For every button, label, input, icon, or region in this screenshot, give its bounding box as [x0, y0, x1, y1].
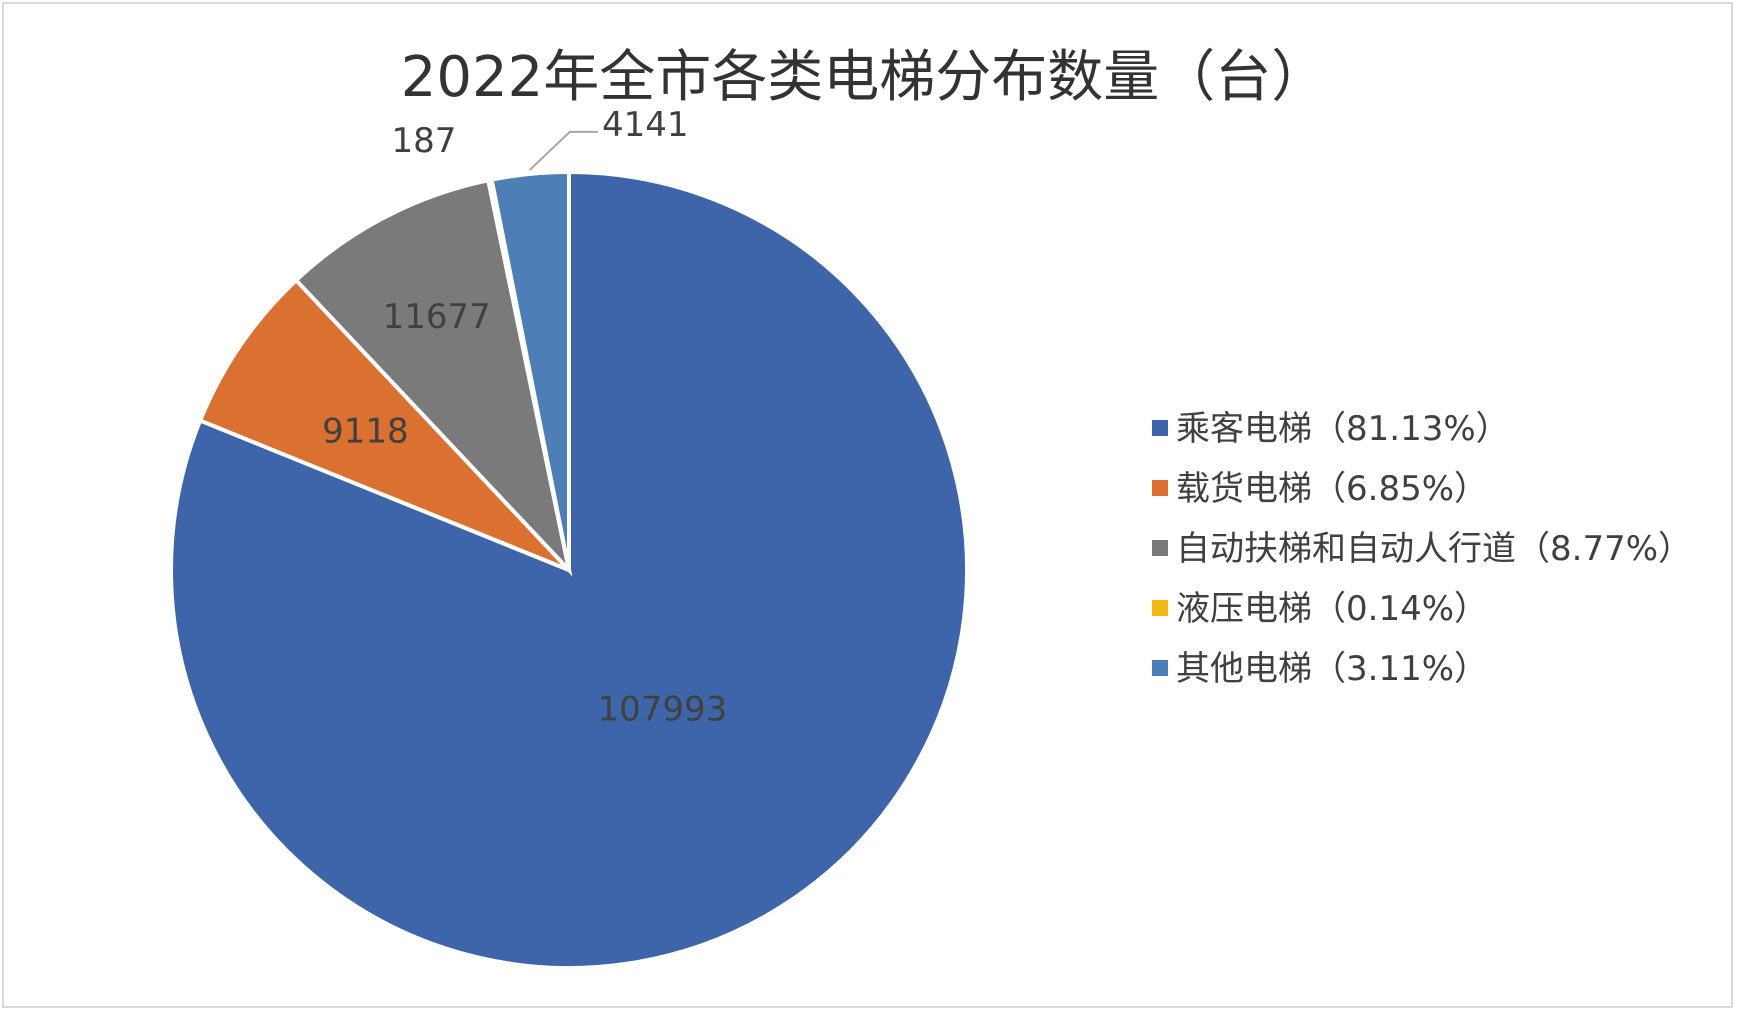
data-label-4: 187 [392, 121, 457, 161]
pie-slice-5 [489, 169, 571, 571]
legend-swatch-1 [1152, 420, 1168, 436]
data-label-2: 9118 [322, 412, 409, 452]
chart-title: 2022年全市各类电梯分布数量（台） [401, 45, 1328, 110]
legend-swatch-2 [1152, 480, 1168, 496]
legend-swatch-4 [1152, 600, 1168, 616]
data-label-3: 11677 [383, 297, 491, 337]
legend-swatch-5 [1152, 660, 1168, 676]
pie-slice-3 [293, 177, 573, 577]
legend: 乘客电梯（81.13%） 载货电梯（6.85%） 自动扶梯和自动人行道（8.77%）… [1152, 409, 1692, 689]
data-labels: 107993 9118 11677 187 4141 [322, 105, 727, 730]
legend-label-2: 载货电梯（6.85%） [1176, 469, 1488, 509]
data-label-1: 107993 [598, 690, 728, 730]
legend-label-5: 其他电梯（3.11%） [1176, 649, 1488, 689]
legend-label-3: 自动扶梯和自动人行道（8.77%） [1176, 529, 1692, 569]
pie-chart: 2022年全市各类电梯分布数量（台） 107993 9118 11677 187 414… [169, 45, 1692, 970]
leader-line-5 [529, 130, 598, 171]
legend-swatch-3 [1152, 540, 1168, 556]
pie-slice-2 [197, 277, 571, 572]
data-label-5: 4141 [602, 105, 689, 145]
legend-label-4: 液压电梯（0.14%） [1176, 589, 1488, 629]
legend-label-1: 乘客电梯（81.13%） [1176, 409, 1510, 449]
pie-slices [169, 169, 969, 970]
